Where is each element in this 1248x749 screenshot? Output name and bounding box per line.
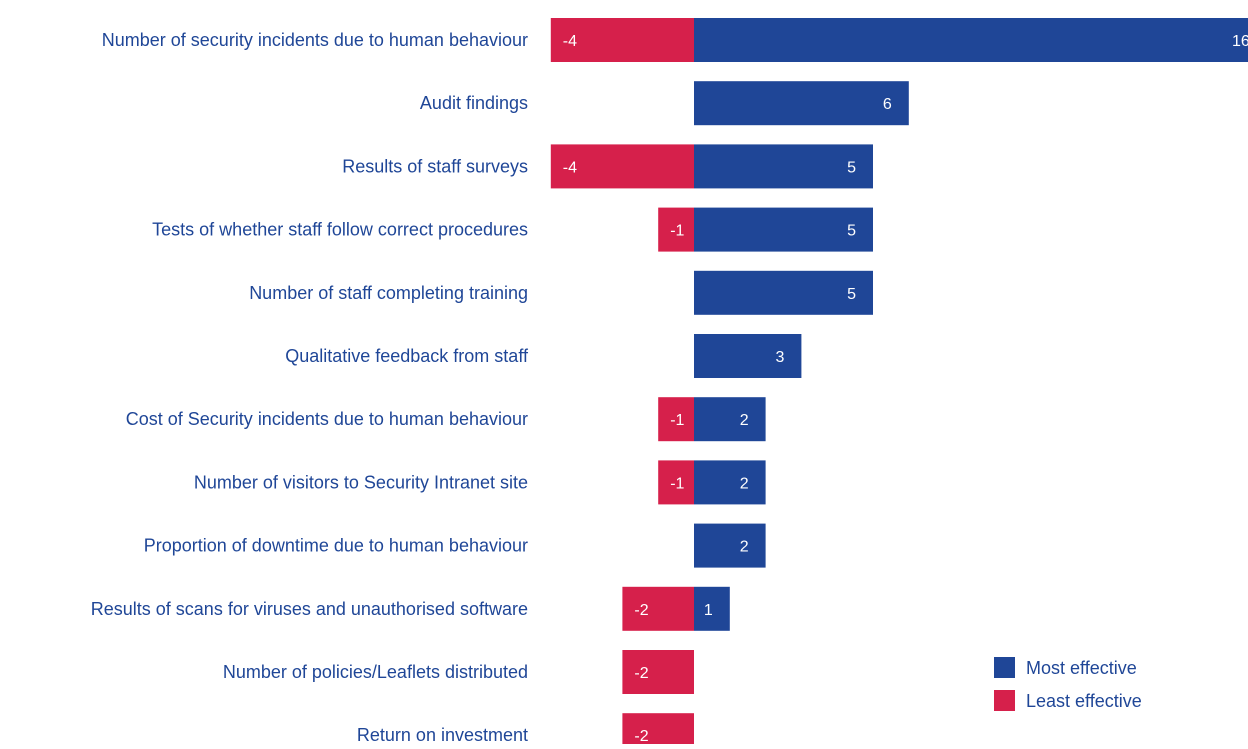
bar-least-effective <box>550 144 694 189</box>
value-label-most-effective: 2 <box>740 412 749 429</box>
category-label: Results of staff surveys <box>342 156 528 176</box>
value-label-least-effective: -4 <box>563 33 577 50</box>
bar-most-effective <box>694 586 730 631</box>
bar-most-effective <box>694 397 766 442</box>
value-label-most-effective: 5 <box>847 223 856 240</box>
value-label-most-effective: 5 <box>847 286 856 303</box>
category-label: Number of security incidents due to huma… <box>102 30 528 50</box>
bar-least-effective <box>658 460 694 505</box>
category-label: Proportion of downtime due to human beha… <box>144 536 528 556</box>
value-label-least-effective: -1 <box>670 412 684 429</box>
bar-least-effective <box>622 586 694 631</box>
category-label: Number of policies/Leaflets distributed <box>223 662 528 682</box>
legend: Most effective Least effective <box>994 657 1142 711</box>
value-label-least-effective: -2 <box>634 665 648 682</box>
category-label: Number of visitors to Security Intranet … <box>194 472 528 492</box>
bar-least-effective <box>658 207 694 252</box>
category-label: Qualitative feedback from staff <box>285 346 529 366</box>
bar-most-effective <box>694 144 873 189</box>
value-label-most-effective: 3 <box>775 349 784 366</box>
value-label-least-effective: -2 <box>634 728 648 744</box>
bar-least-effective <box>550 18 694 62</box>
category-label: Number of staff completing training <box>249 283 528 303</box>
bars-layer: -4 16 6 -4 5 -1 5 5 3 -1 2 -1 2 2 -2 1 -2 -2 <box>550 18 1248 749</box>
value-label-least-effective: -1 <box>670 475 684 492</box>
bar-least-effective <box>658 397 694 442</box>
value-label-most-effective: 1 <box>704 602 713 619</box>
bar-least-effective <box>622 650 694 694</box>
bar-most-effective <box>694 334 802 378</box>
value-label-most-effective: 16 <box>1232 33 1248 50</box>
bar-most-effective <box>694 460 766 505</box>
category-label: Return on investment <box>357 725 528 744</box>
category-label: Tests of whether staff follow correct pr… <box>152 220 528 240</box>
legend-label: Least effective <box>1026 691 1142 711</box>
value-label-least-effective: -2 <box>634 602 648 619</box>
legend-label: Most effective <box>1026 658 1137 678</box>
bar-most-effective <box>694 523 766 568</box>
category-labels: Number of security incidents due to huma… <box>91 30 529 745</box>
bar-most-effective <box>694 81 909 126</box>
value-label-most-effective: 2 <box>740 475 749 492</box>
bar-most-effective <box>694 18 1248 62</box>
value-label-most-effective: 2 <box>740 539 749 556</box>
bar-most-effective <box>694 207 873 252</box>
value-label-most-effective: 5 <box>847 159 856 176</box>
category-label: Cost of Security incidents due to human … <box>126 409 528 429</box>
legend-swatch <box>994 657 1015 678</box>
bar-most-effective <box>694 270 873 315</box>
legend-swatch <box>994 690 1015 711</box>
value-label-most-effective: 6 <box>883 96 892 113</box>
value-label-least-effective: -1 <box>670 223 684 240</box>
bar-least-effective <box>622 713 694 749</box>
value-label-least-effective: -4 <box>563 159 577 176</box>
category-label: Audit findings <box>420 93 528 113</box>
category-label: Results of scans for viruses and unautho… <box>91 599 528 619</box>
